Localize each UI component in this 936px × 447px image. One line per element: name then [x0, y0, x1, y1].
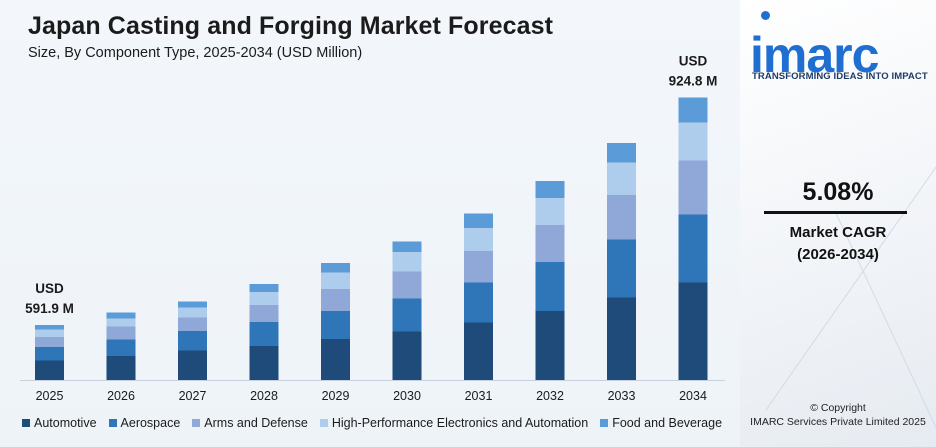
- bar-segment-2026-0: [106, 356, 136, 380]
- bar-segment-2027-1: [178, 331, 207, 351]
- logo-dot-icon: [761, 11, 770, 20]
- bar-segment-2034-4: [678, 97, 708, 123]
- x-tick-label: 2025: [36, 389, 64, 403]
- bar-segment-2028-2: [249, 305, 279, 322]
- bar-segment-2029-3: [321, 272, 350, 289]
- bar-segment-2033-3: [607, 162, 636, 195]
- x-tick-label: 2026: [107, 389, 135, 403]
- bar-segment-2031-2: [464, 251, 493, 283]
- legend-swatch: [22, 419, 30, 427]
- bar-total-label: 591.9 M: [25, 301, 74, 316]
- chart-panel: 2025 2026 2027 2028 2029 2030 2031 2032 2033 2034…: [0, 0, 740, 447]
- bar-segment-2025-1: [35, 347, 64, 361]
- bar-segment-2034-3: [678, 122, 708, 161]
- bar-segment-2029-0: [321, 339, 350, 380]
- legend-label: Automotive: [34, 416, 97, 430]
- bar-segment-2025-3: [35, 329, 64, 337]
- copyright-line-2: IMARC Services Private Limited 2025: [750, 416, 926, 428]
- cagr-label-line-2: (2026-2034): [797, 246, 879, 263]
- bar-segment-2026-2: [106, 326, 136, 340]
- bar-segment-2030-0: [392, 331, 422, 380]
- cagr-label: Market CAGR (2026-2034): [740, 222, 936, 266]
- chart-legend: Automotive Aerospace Arms and Defense High-…: [22, 416, 722, 430]
- bar-segment-2030-4: [392, 241, 422, 252]
- bar-segment-2034-0: [678, 282, 708, 380]
- chart-subtitle: Size, By Component Type, 2025-2034 (USD …: [28, 45, 363, 61]
- logo-tagline: TRANSFORMING IDEAS INTO IMPACT: [752, 71, 928, 82]
- x-tick-label: 2032: [536, 389, 564, 403]
- bar-segment-2026-3: [106, 318, 136, 327]
- bar-segment-2033-0: [607, 297, 636, 380]
- bar-segment-2028-1: [249, 322, 279, 346]
- bar-segment-2031-1: [464, 282, 493, 323]
- bar-segment-2031-0: [464, 322, 493, 380]
- bar-segment-2029-1: [321, 311, 350, 339]
- bar-segment-2025-4: [35, 325, 64, 330]
- x-tick-label: 2028: [250, 389, 278, 403]
- legend-item: Arms and Defense: [192, 416, 308, 430]
- bar-segment-2026-4: [106, 312, 136, 319]
- bar-segment-2028-3: [249, 292, 279, 305]
- chart-title: Japan Casting and Forging Market Forecas…: [28, 12, 554, 40]
- x-tick-label: 2031: [465, 389, 493, 403]
- bar-segment-2032-2: [535, 225, 565, 262]
- legend-item: Food and Beverage: [600, 416, 722, 430]
- bar-segment-2030-2: [392, 271, 422, 299]
- bar-segment-2032-1: [535, 262, 565, 311]
- imarc-logo: imarc: [750, 27, 879, 83]
- side-panel: imarc TRANSFORMING IDEAS INTO IMPACT 5.0…: [740, 0, 936, 447]
- legend-label: Arms and Defense: [204, 416, 308, 430]
- cagr-value: 5.08%: [802, 178, 874, 206]
- bar-segment-2028-4: [249, 284, 279, 292]
- bar-segment-2029-4: [321, 263, 350, 273]
- legend-swatch: [600, 419, 609, 427]
- bar-segment-2030-3: [392, 252, 422, 272]
- bar-total-label: USD: [679, 54, 708, 69]
- bar-segment-2027-0: [178, 350, 207, 380]
- bar-segment-2027-4: [178, 301, 207, 308]
- bar-total-label: 924.8 M: [669, 74, 718, 89]
- cagr-label-line-1: Market CAGR: [789, 224, 887, 241]
- legend-item: Automotive: [22, 416, 97, 430]
- bar-segment-2031-3: [464, 228, 493, 251]
- bar-segment-2032-3: [535, 198, 565, 225]
- bar-segment-2030-1: [392, 298, 422, 332]
- legend-swatch: [319, 419, 328, 427]
- bar-segment-2027-2: [178, 317, 207, 331]
- legend-swatch: [108, 419, 117, 427]
- x-tick-label: 2033: [608, 389, 636, 403]
- bar-segment-2034-2: [678, 160, 708, 215]
- legend-swatch: [192, 419, 201, 427]
- legend-label: Food and Beverage: [612, 416, 723, 430]
- bar-segment-2032-4: [535, 181, 565, 198]
- x-tick-label: 2034: [679, 389, 707, 403]
- bar-segment-2033-2: [607, 195, 636, 240]
- bar-segment-2029-2: [321, 289, 350, 311]
- x-tick-label: 2027: [179, 389, 207, 403]
- bar-segment-2025-2: [35, 337, 64, 347]
- bar-segment-2028-0: [249, 346, 279, 380]
- bar-segment-2033-4: [607, 143, 636, 163]
- bar-total-label: USD: [35, 281, 64, 296]
- x-tick-label: 2030: [393, 389, 421, 403]
- legend-label: Aerospace: [120, 416, 181, 430]
- x-tick-label: 2029: [322, 389, 350, 403]
- legend-label: High-Performance Electronics and Automat…: [331, 416, 589, 430]
- bar-segment-2025-0: [35, 360, 64, 380]
- chart-plot: 2025 2026 2027 2028 2029 2030 2031 2032 2033 2034…: [20, 54, 725, 403]
- bar-segment-2027-3: [178, 307, 207, 318]
- bar-segment-2032-0: [535, 311, 565, 380]
- cagr-divider: [764, 211, 907, 214]
- bar-segment-2033-1: [607, 239, 636, 298]
- bar-segment-2034-1: [678, 214, 708, 283]
- bar-segment-2026-1: [106, 339, 136, 356]
- legend-item: High-Performance Electronics and Automat…: [319, 416, 589, 430]
- legend-item: Aerospace: [108, 416, 181, 430]
- copyright-line-1: © Copyright: [810, 402, 866, 414]
- copyright: © Copyright IMARC Services Private Limit…: [740, 401, 936, 429]
- bar-segment-2031-4: [464, 213, 493, 228]
